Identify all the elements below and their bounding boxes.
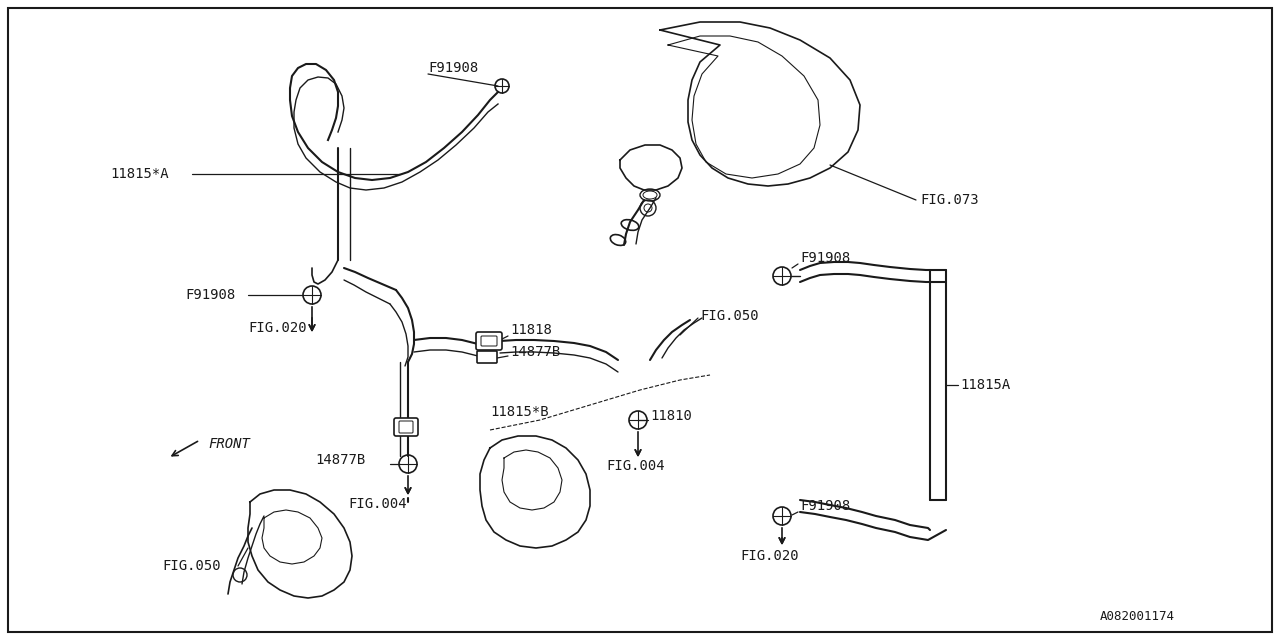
Text: 11818: 11818	[509, 323, 552, 337]
Text: 14877B: 14877B	[509, 345, 561, 359]
Text: FIG.073: FIG.073	[920, 193, 979, 207]
Text: 11815*B: 11815*B	[490, 405, 549, 419]
FancyBboxPatch shape	[481, 336, 497, 346]
Polygon shape	[480, 436, 590, 548]
Text: FRONT: FRONT	[209, 437, 250, 451]
Text: 11810: 11810	[650, 409, 692, 423]
Text: FIG.050: FIG.050	[700, 309, 759, 323]
Text: FIG.004: FIG.004	[348, 497, 407, 511]
FancyBboxPatch shape	[476, 332, 502, 350]
Text: F91908: F91908	[428, 61, 479, 75]
Text: F91908: F91908	[800, 251, 850, 265]
Polygon shape	[620, 145, 682, 190]
FancyBboxPatch shape	[477, 351, 497, 363]
Text: 11815*A: 11815*A	[110, 167, 169, 181]
FancyBboxPatch shape	[394, 418, 419, 436]
Text: 11815A: 11815A	[960, 378, 1010, 392]
Text: FIG.050: FIG.050	[163, 559, 220, 573]
Text: FIG.020: FIG.020	[248, 321, 307, 335]
Text: F91908: F91908	[186, 288, 236, 302]
Polygon shape	[660, 22, 860, 186]
Text: FIG.004: FIG.004	[605, 459, 664, 473]
Text: F91908: F91908	[800, 499, 850, 513]
Text: 14877B: 14877B	[315, 453, 365, 467]
Polygon shape	[248, 490, 352, 598]
Text: A082001174: A082001174	[1100, 609, 1175, 623]
Text: FIG.020: FIG.020	[740, 549, 799, 563]
FancyBboxPatch shape	[399, 421, 413, 433]
